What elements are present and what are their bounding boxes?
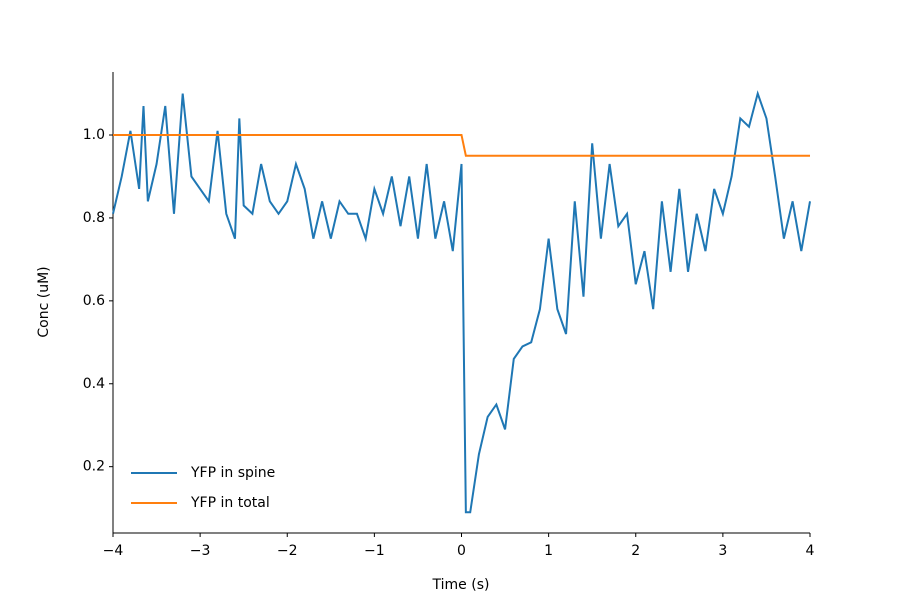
- x-tick-label: 1: [544, 543, 553, 559]
- x-axis-label: Time (s): [432, 577, 490, 593]
- y-tick-label: 0.6: [83, 293, 105, 309]
- x-tick-label: 4: [806, 543, 815, 559]
- x-tick-label: −4: [103, 543, 124, 559]
- data-line: [112, 90, 811, 514]
- y-tick-label: 0.2: [83, 459, 105, 475]
- x-tick-label: −3: [190, 543, 211, 559]
- legend-label: YFP in spine: [190, 465, 275, 481]
- x-tick-label: 2: [631, 543, 640, 559]
- x-tick-label: 3: [718, 543, 727, 559]
- y-tick-label: 0.8: [83, 210, 105, 226]
- x-tick-label: −1: [364, 543, 385, 559]
- x-tick-label: −2: [277, 543, 298, 559]
- data-line: [113, 134, 810, 157]
- legend-label: YFP in total: [190, 495, 270, 511]
- x-tick-label: 0: [457, 543, 466, 559]
- y-axis-label: Conc (uM): [36, 266, 52, 337]
- y-tick-label: 1.0: [83, 127, 105, 143]
- y-tick-label: 0.4: [83, 376, 105, 392]
